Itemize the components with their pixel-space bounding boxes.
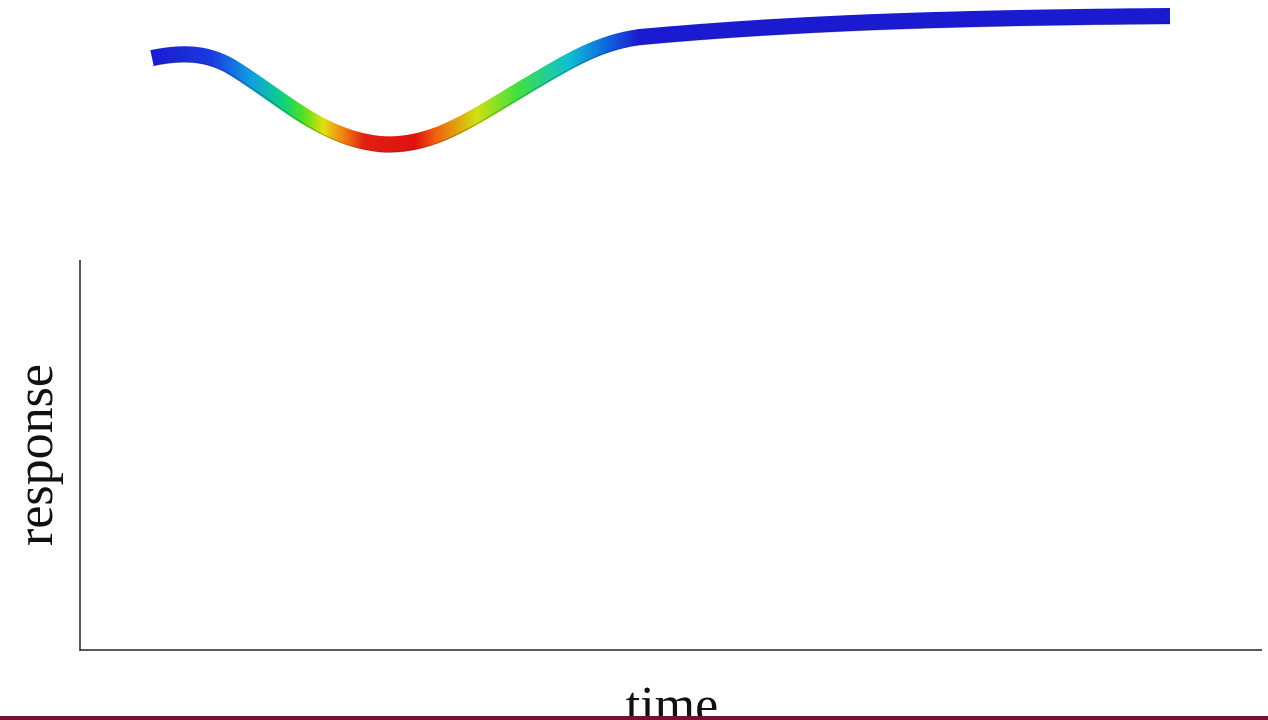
bottom-bar bbox=[0, 716, 1268, 720]
deformed-beam bbox=[152, 16, 1170, 144]
page: {"plot": {"y_label": "response", "x_labe… bbox=[0, 0, 1268, 720]
slide: response time bbox=[0, 0, 1268, 720]
beam-edge bbox=[152, 24, 1170, 152]
x-axis-label: time bbox=[626, 677, 718, 720]
y-axis-label: response bbox=[7, 364, 64, 546]
